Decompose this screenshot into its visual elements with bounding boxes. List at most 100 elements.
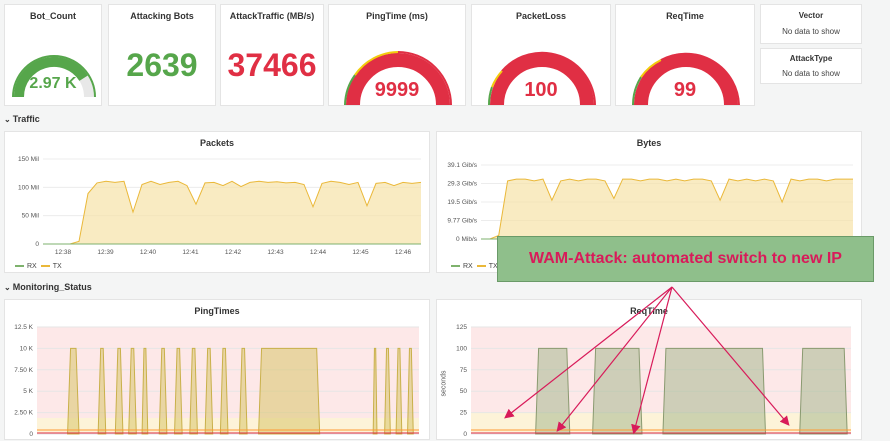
no-data-message: No data to show <box>782 69 840 78</box>
panel-title: PingTimes <box>194 306 240 316</box>
x-tick-label: 12:44 <box>310 249 327 256</box>
req-time-panel[interactable]: ReqTime 99 <box>615 4 755 106</box>
packet-loss-gauge <box>487 51 596 106</box>
row-header-traffic[interactable]: ⌄ Traffic <box>4 114 40 124</box>
y-tick-label: 7.50 K <box>14 367 33 374</box>
panel-title: AttackType <box>789 54 833 63</box>
y-tick-label: 25 <box>460 410 468 417</box>
y-tick-label: 50 Mil <box>22 213 40 220</box>
bot-count-value: 2.97 K <box>29 75 77 92</box>
y-tick-label: 9.77 Gib/s <box>447 218 477 225</box>
row-header-monitoring[interactable]: ⌄ Monitoring_Status <box>4 282 92 292</box>
pulse-mark <box>114 347 124 435</box>
bot-count-panel[interactable]: Bot_Count 2.97 K <box>4 4 102 106</box>
pulse-mark <box>395 347 403 435</box>
req-time-value: 99 <box>673 79 697 101</box>
pulse-mark <box>67 347 80 435</box>
y-tick-label: 50 <box>460 388 468 395</box>
gauge-threshold <box>12 55 96 98</box>
attacking-bots-panel[interactable]: Attacking Bots 2639 <box>108 4 216 106</box>
series-area-tx <box>43 181 421 244</box>
packet-loss-value: 100 <box>524 79 558 101</box>
pulse-mark <box>97 347 107 435</box>
panel-title: Packets <box>199 138 235 148</box>
y-tick-label: 39.1 Gib/s <box>447 162 477 169</box>
attack-type-panel[interactable]: AttackType No data to show <box>760 48 862 84</box>
legend: RX TX <box>449 263 498 270</box>
y-tick-label: 12.5 K <box>14 324 33 331</box>
ping-time-gauge <box>344 51 452 106</box>
y-tick-label: 10 K <box>20 345 34 352</box>
attacking-bots-value: 2639 <box>126 47 198 83</box>
panel-title: AttackTraffic (MB/s) <box>229 11 315 21</box>
y-tick-label: 100 Mil <box>18 184 40 191</box>
legend-swatch-tx <box>40 265 50 268</box>
pulse-mark <box>128 347 137 435</box>
panel-title: ReqTime <box>666 11 704 21</box>
pulse-mark <box>372 347 378 435</box>
y-axis-label: seconds <box>440 370 448 397</box>
panel-title: PacketLoss <box>515 11 567 21</box>
legend-swatch-rx <box>15 265 24 268</box>
pulse-mark <box>158 347 168 435</box>
ping-time-panel[interactable]: PingTime (ms) 9999 <box>328 4 466 106</box>
panel-title: Bot_Count <box>30 11 76 21</box>
packets-chart: 150 Mil 100 Mil 50 Mil 0 12:38 12:39 12:40 12:4… <box>18 156 422 256</box>
legend-swatch-rx <box>451 265 460 268</box>
x-tick-label: 12:40 <box>140 249 157 256</box>
no-data-message: No data to show <box>782 27 840 36</box>
req-time-chart: 125 100 75 50 25 0 <box>456 324 851 438</box>
x-tick-label: 12:41 <box>182 249 199 256</box>
pulse-mark <box>141 347 149 435</box>
x-tick-label: 12:46 <box>395 249 412 256</box>
panel-title: Bytes <box>636 138 662 148</box>
pulse-mark <box>258 347 321 435</box>
y-tick-label: 0 Mib/s <box>456 236 478 243</box>
legend-swatch-tx <box>476 265 486 268</box>
vector-panel[interactable]: Vector No data to show <box>760 4 862 44</box>
legend: RX TX <box>13 263 62 270</box>
row-title: Monitoring_Status <box>12 282 92 292</box>
bot-count-gauge <box>12 55 96 98</box>
req-time-chart-panel[interactable]: ReqTime 125 100 75 50 25 0 seconds <box>436 299 862 440</box>
x-tick-label: 12:39 <box>97 249 114 256</box>
panel-title: Vector <box>798 11 824 20</box>
pulse-mark <box>219 347 229 435</box>
chevron-down-icon: ⌄ <box>4 283 11 292</box>
legend-tx: TX <box>488 263 498 270</box>
legend-rx: RX <box>27 263 37 270</box>
ping-times-chart: 12.5 K 10 K 7.50 K 5 K 2.50 K 0 <box>14 324 419 438</box>
panel-title: PingTime (ms) <box>366 11 428 21</box>
row-title: Traffic <box>12 114 40 124</box>
packets-panel[interactable]: Packets 150 Mil 100 Mil 50 Mil 0 12:38 12:39 1… <box>4 131 430 273</box>
x-tick-label: 12:38 <box>55 249 72 256</box>
annotation-callout: WAM-Attack: automated switch to new IP <box>497 236 874 282</box>
series-area-tx <box>481 179 853 239</box>
y-tick-label: 0 <box>463 431 467 438</box>
pulse-mark <box>535 347 571 435</box>
y-tick-label: 150 Mil <box>18 156 40 163</box>
packet-loss-panel[interactable]: PacketLoss 100 <box>471 4 611 106</box>
ping-time-value: 9999 <box>374 79 420 101</box>
y-tick-label: 5 K <box>23 388 33 395</box>
x-tick-label: 12:43 <box>267 249 284 256</box>
series-line-tx <box>43 180 422 245</box>
ping-times-panel[interactable]: PingTimes 12.5 K 10 K 7.50 K 5 K 2.50 K 0 <box>4 299 430 440</box>
pulse-mark <box>662 347 767 435</box>
pulse-mark <box>592 347 643 435</box>
attack-traffic-panel[interactable]: AttackTraffic (MB/s) 37466 <box>220 4 324 106</box>
y-tick-label: 2.50 K <box>14 410 33 417</box>
threshold-band-yellow <box>471 412 851 434</box>
y-tick-label: 75 <box>460 367 468 374</box>
attack-traffic-value: 37466 <box>227 47 317 83</box>
y-tick-label: 0 <box>29 431 33 438</box>
pulse-mark <box>204 347 214 435</box>
chevron-down-icon: ⌄ <box>4 115 11 124</box>
legend-rx: RX <box>463 263 473 270</box>
pulse-mark <box>799 347 848 435</box>
y-tick-label: 100 <box>456 345 467 352</box>
legend-tx: TX <box>52 263 62 270</box>
req-time-gauge <box>632 52 740 106</box>
series-line-tx <box>481 178 853 240</box>
gauge-fill <box>13 56 88 98</box>
